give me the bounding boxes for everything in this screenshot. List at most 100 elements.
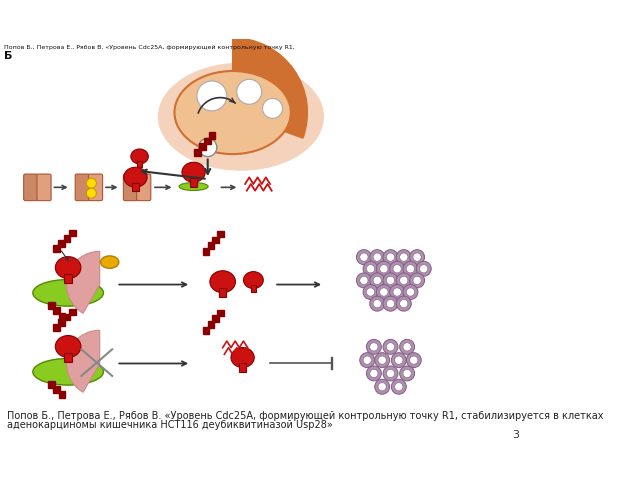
Circle shape — [387, 276, 395, 285]
Circle shape — [399, 253, 408, 261]
Circle shape — [380, 288, 388, 296]
Ellipse shape — [33, 279, 104, 306]
Bar — [132, 183, 139, 192]
Circle shape — [363, 261, 378, 276]
Circle shape — [367, 366, 381, 381]
Circle shape — [367, 288, 374, 296]
Circle shape — [413, 253, 421, 261]
Polygon shape — [59, 392, 65, 398]
Polygon shape — [69, 229, 76, 236]
Polygon shape — [59, 312, 65, 319]
Polygon shape — [209, 132, 216, 139]
Circle shape — [370, 296, 385, 311]
FancyBboxPatch shape — [124, 174, 138, 201]
Circle shape — [378, 356, 387, 364]
Circle shape — [387, 300, 395, 308]
Circle shape — [373, 300, 381, 308]
FancyBboxPatch shape — [75, 174, 90, 201]
Circle shape — [237, 79, 262, 104]
Circle shape — [390, 261, 404, 276]
Ellipse shape — [210, 271, 236, 293]
Bar — [65, 274, 72, 283]
Circle shape — [370, 250, 385, 264]
Circle shape — [360, 353, 374, 368]
Circle shape — [390, 285, 404, 300]
Text: 3: 3 — [512, 430, 519, 440]
Circle shape — [367, 264, 374, 273]
Circle shape — [395, 356, 403, 364]
Polygon shape — [207, 321, 214, 328]
Ellipse shape — [231, 348, 254, 368]
Circle shape — [383, 339, 398, 354]
Ellipse shape — [244, 272, 263, 288]
Circle shape — [383, 366, 398, 381]
Polygon shape — [69, 309, 76, 315]
Circle shape — [360, 253, 368, 261]
FancyBboxPatch shape — [137, 174, 151, 201]
Polygon shape — [217, 231, 224, 238]
Circle shape — [393, 264, 401, 273]
Circle shape — [374, 353, 390, 368]
Polygon shape — [204, 138, 211, 144]
Circle shape — [395, 383, 403, 391]
Circle shape — [406, 288, 415, 296]
Wedge shape — [67, 330, 100, 392]
Polygon shape — [58, 240, 65, 247]
Text: Попов Б., Петрова Е., Рябов В. «Уровень Cdc25A, формирующей контрольную точку R1: Попов Б., Петрова Е., Рябов В. «Уровень … — [4, 45, 295, 49]
Circle shape — [413, 276, 421, 285]
Circle shape — [370, 273, 385, 288]
Circle shape — [378, 383, 387, 391]
Circle shape — [376, 261, 391, 276]
Polygon shape — [64, 314, 70, 321]
Circle shape — [370, 369, 378, 378]
Circle shape — [367, 339, 381, 354]
FancyBboxPatch shape — [88, 174, 102, 201]
Bar — [251, 285, 256, 292]
Circle shape — [86, 188, 97, 198]
Text: Попов Б., Петрова Е., Рябов В. «Уровень Cdc25A, формирующей контрольную точку R1: Попов Б., Петрова Е., Рябов В. «Уровень … — [6, 411, 603, 421]
Circle shape — [410, 356, 418, 364]
Circle shape — [399, 300, 408, 308]
Circle shape — [376, 285, 391, 300]
Circle shape — [393, 288, 401, 296]
Ellipse shape — [124, 167, 147, 187]
Circle shape — [370, 343, 378, 351]
Circle shape — [373, 276, 381, 285]
Polygon shape — [58, 319, 65, 326]
Circle shape — [387, 343, 395, 351]
Bar — [190, 178, 197, 187]
Circle shape — [391, 353, 406, 368]
Circle shape — [403, 285, 418, 300]
Polygon shape — [199, 144, 206, 150]
Circle shape — [406, 264, 415, 273]
Polygon shape — [54, 386, 60, 393]
Circle shape — [387, 253, 395, 261]
Circle shape — [356, 273, 371, 288]
Circle shape — [406, 353, 421, 368]
Polygon shape — [64, 235, 70, 241]
Ellipse shape — [33, 359, 104, 385]
Circle shape — [403, 369, 412, 378]
Circle shape — [198, 138, 217, 156]
Circle shape — [399, 276, 408, 285]
Text: аденокарциномы кишечника НСТ116 деубиквитиназой Usp28»: аденокарциномы кишечника НСТ116 деубикви… — [6, 420, 332, 430]
FancyBboxPatch shape — [37, 174, 51, 201]
Ellipse shape — [55, 257, 81, 278]
Circle shape — [380, 264, 388, 273]
Circle shape — [399, 339, 415, 354]
Circle shape — [363, 356, 371, 364]
Polygon shape — [212, 237, 219, 243]
Circle shape — [399, 366, 415, 381]
Circle shape — [396, 273, 412, 288]
Ellipse shape — [100, 256, 119, 268]
Circle shape — [403, 343, 412, 351]
Ellipse shape — [179, 182, 208, 191]
Ellipse shape — [175, 71, 291, 154]
Bar — [65, 353, 72, 362]
Polygon shape — [217, 310, 224, 316]
Bar — [239, 363, 246, 372]
Bar — [219, 288, 227, 298]
Circle shape — [360, 276, 368, 285]
Polygon shape — [48, 302, 55, 309]
Ellipse shape — [131, 149, 148, 164]
